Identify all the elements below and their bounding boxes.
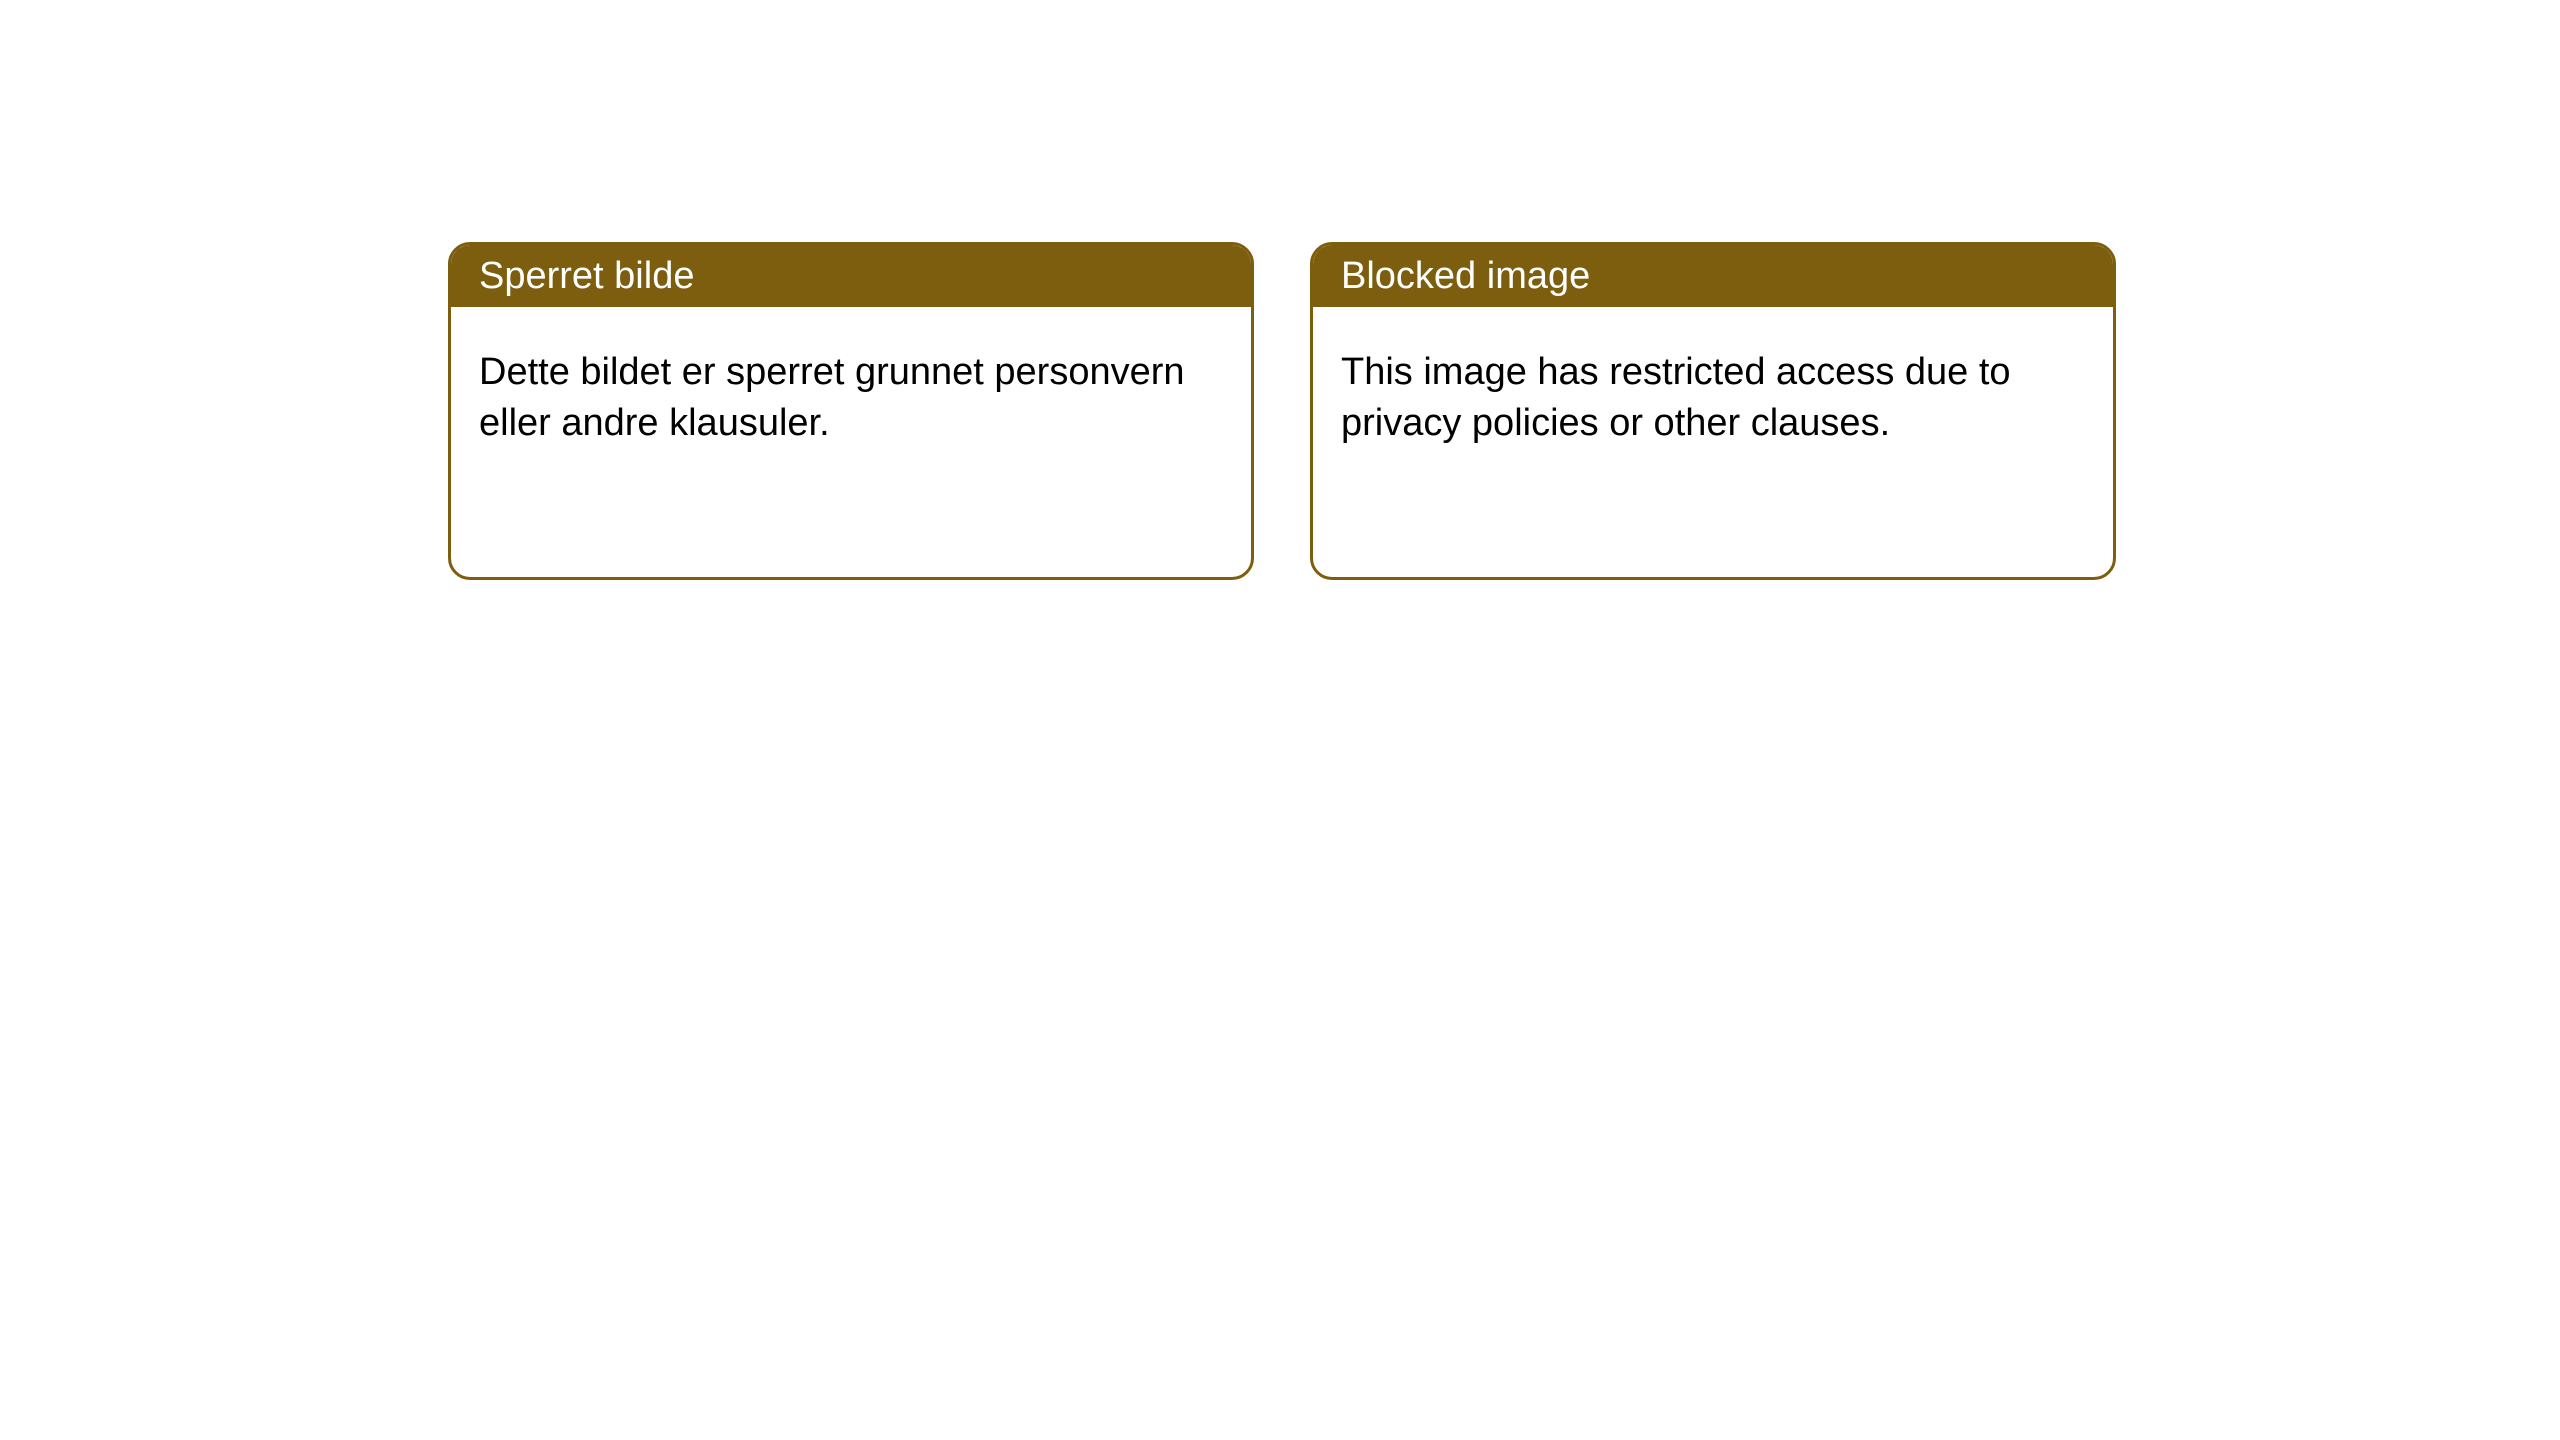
notice-card-body: Dette bildet er sperret grunnet personve… (451, 307, 1251, 478)
notice-card-norwegian: Sperret bilde Dette bildet er sperret gr… (448, 242, 1254, 580)
notice-card-english: Blocked image This image has restricted … (1310, 242, 2116, 580)
notice-card-title: Blocked image (1313, 245, 2113, 307)
notice-card-row: Sperret bilde Dette bildet er sperret gr… (0, 0, 2560, 580)
notice-card-body: This image has restricted access due to … (1313, 307, 2113, 478)
notice-card-title: Sperret bilde (451, 245, 1251, 307)
